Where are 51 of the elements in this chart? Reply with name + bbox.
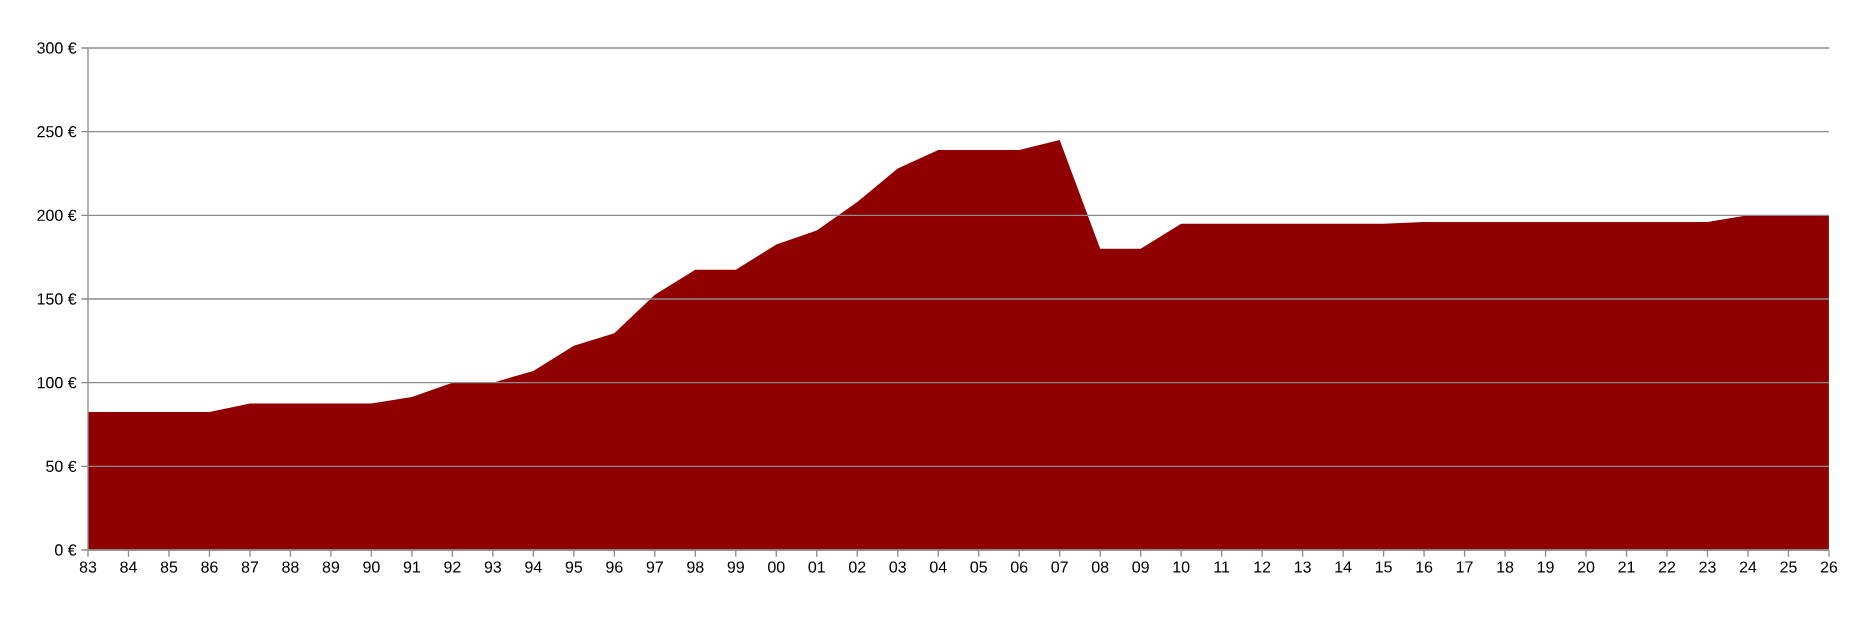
x-tick-label: 83 xyxy=(79,561,97,573)
x-tick-label: 18 xyxy=(1497,561,1514,573)
x-tick-label: 97 xyxy=(646,561,663,573)
x-tick-label: 02 xyxy=(848,561,866,573)
x-tick-label: 03 xyxy=(889,561,906,573)
x-tick-label: 11 xyxy=(1214,561,1230,573)
x-tick-label: 19 xyxy=(1537,561,1554,573)
x-tick-label: 95 xyxy=(565,561,583,573)
y-tick-label: 300 € xyxy=(37,42,77,54)
x-tick-label: 12 xyxy=(1254,561,1271,573)
x-tick-label: 24 xyxy=(1739,561,1757,573)
x-tick-label: 91 xyxy=(403,561,421,573)
x-tick-label: 98 xyxy=(687,561,704,573)
x-tick-label: 14 xyxy=(1335,561,1352,573)
x-tick-label: 05 xyxy=(970,561,987,573)
y-tick-label: 100 € xyxy=(37,377,77,389)
x-tick-label: 92 xyxy=(444,561,461,573)
x-tick-label: 26 xyxy=(1820,561,1838,573)
x-tick-label: 87 xyxy=(241,561,259,573)
x-tick-label: 88 xyxy=(282,561,299,573)
x-tick-label: 94 xyxy=(525,561,542,573)
x-tick-label: 07 xyxy=(1051,561,1068,573)
x-tick-label: 22 xyxy=(1658,561,1676,573)
x-tick-label: 08 xyxy=(1091,561,1109,573)
x-tick-label: 20 xyxy=(1577,561,1595,573)
x-tick-label: 15 xyxy=(1375,561,1392,573)
x-tick-label: 17 xyxy=(1456,561,1473,573)
x-tick-label: 86 xyxy=(201,561,218,573)
x-tick-label: 96 xyxy=(606,561,623,573)
x-tick-label: 21 xyxy=(1618,561,1635,573)
y-tick-label: 150 € xyxy=(37,293,77,305)
x-tick-label: 01 xyxy=(808,561,825,573)
x-tick-label: 13 xyxy=(1294,561,1311,573)
x-tick-label: 00 xyxy=(768,561,785,573)
x-tick-label: 85 xyxy=(160,561,178,573)
x-tick-label: 16 xyxy=(1416,561,1433,573)
y-tick-label: 50 € xyxy=(46,460,77,472)
x-tick-label: 84 xyxy=(120,561,137,573)
x-tick-label: 99 xyxy=(727,561,744,573)
x-tick-label: 93 xyxy=(484,561,502,573)
x-tick-label: 89 xyxy=(322,561,340,573)
x-tick-label: 90 xyxy=(363,561,380,573)
y-tick-label: 0 € xyxy=(55,544,77,556)
x-tick-label: 09 xyxy=(1132,561,1149,573)
x-tick-label: 10 xyxy=(1173,561,1190,573)
x-tick-label: 06 xyxy=(1010,561,1028,573)
y-tick-label: 200 € xyxy=(37,209,77,221)
x-tick-label: 04 xyxy=(929,561,947,573)
y-tick-label: 250 € xyxy=(37,126,77,138)
x-tick-label: 23 xyxy=(1699,561,1716,573)
x-tick-label: 25 xyxy=(1780,561,1797,573)
